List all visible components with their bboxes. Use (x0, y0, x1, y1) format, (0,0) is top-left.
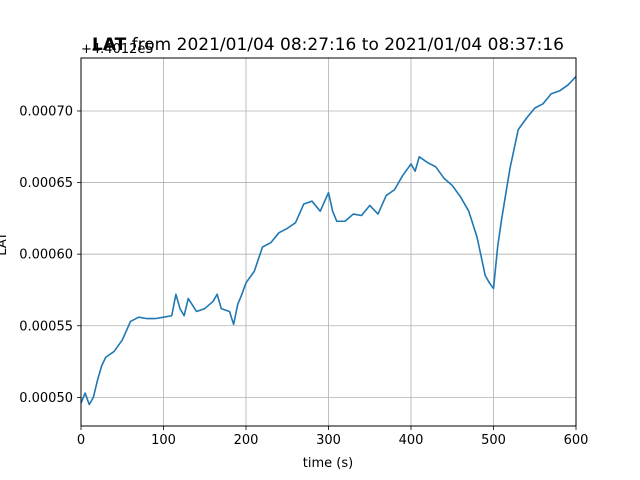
x-tick-label: 600 (564, 433, 589, 448)
y-tick-label: 0.00065 (19, 176, 73, 191)
x-axis: 0 100 200 300 400 500 600 (77, 426, 589, 448)
y-offset-label: +4.4012e5 (81, 42, 154, 57)
chart-title: LAT from 2021/01/04 08:27:16 to 2021/01/… (92, 35, 564, 55)
y-tick-label: 0.00060 (19, 248, 73, 263)
x-tick-label: 0 (77, 433, 85, 448)
series-layer (80, 76, 577, 406)
x-tick-label: 500 (481, 433, 506, 448)
x-tick-label: 100 (151, 433, 176, 448)
x-tick-label: 300 (316, 433, 341, 448)
y-tick-label: 0.00050 (19, 391, 73, 406)
x-tick-label: 400 (399, 433, 424, 448)
y-axis-label: LAT (0, 232, 10, 255)
y-tick-label: 0.00055 (19, 319, 73, 334)
x-axis-label: time (s) (303, 456, 353, 471)
chart-title-bold: LAT (92, 35, 127, 55)
y-tick-label: 0.00070 (19, 104, 73, 119)
y-axis: 0.00050 0.00055 0.00060 0.00065 0.00070 (19, 104, 81, 406)
series-line-lat (80, 76, 577, 406)
chart-title-rest: from 2021/01/04 08:27:16 to 2021/01/04 0… (126, 35, 564, 55)
x-tick-label: 200 (234, 433, 259, 448)
grid (80, 58, 577, 426)
